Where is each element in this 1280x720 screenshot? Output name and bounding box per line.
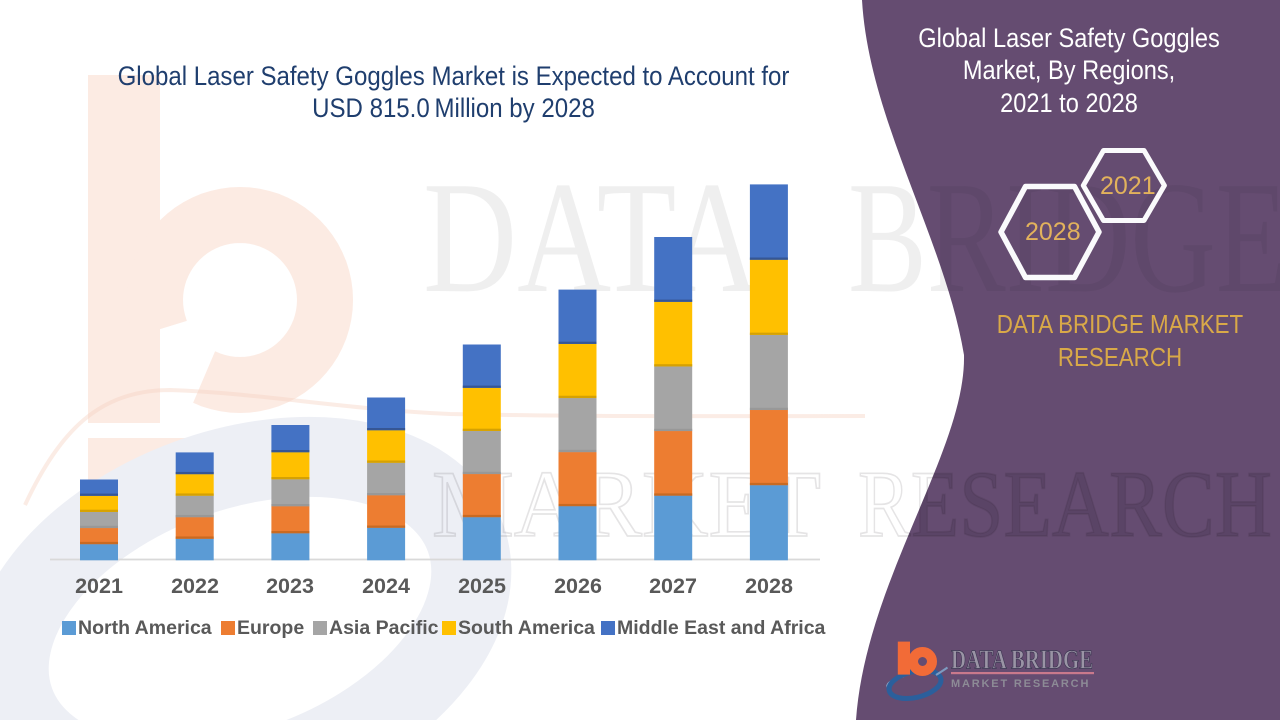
svg-text:RESEARCH: RESEARCH <box>858 451 1272 557</box>
svg-text:BRIDGE: BRIDGE <box>848 148 1280 326</box>
svg-text:DATA BRIDGE: DATA BRIDGE <box>951 645 1093 675</box>
svg-text:MARKET RESEARCH: MARKET RESEARCH <box>951 678 1092 690</box>
